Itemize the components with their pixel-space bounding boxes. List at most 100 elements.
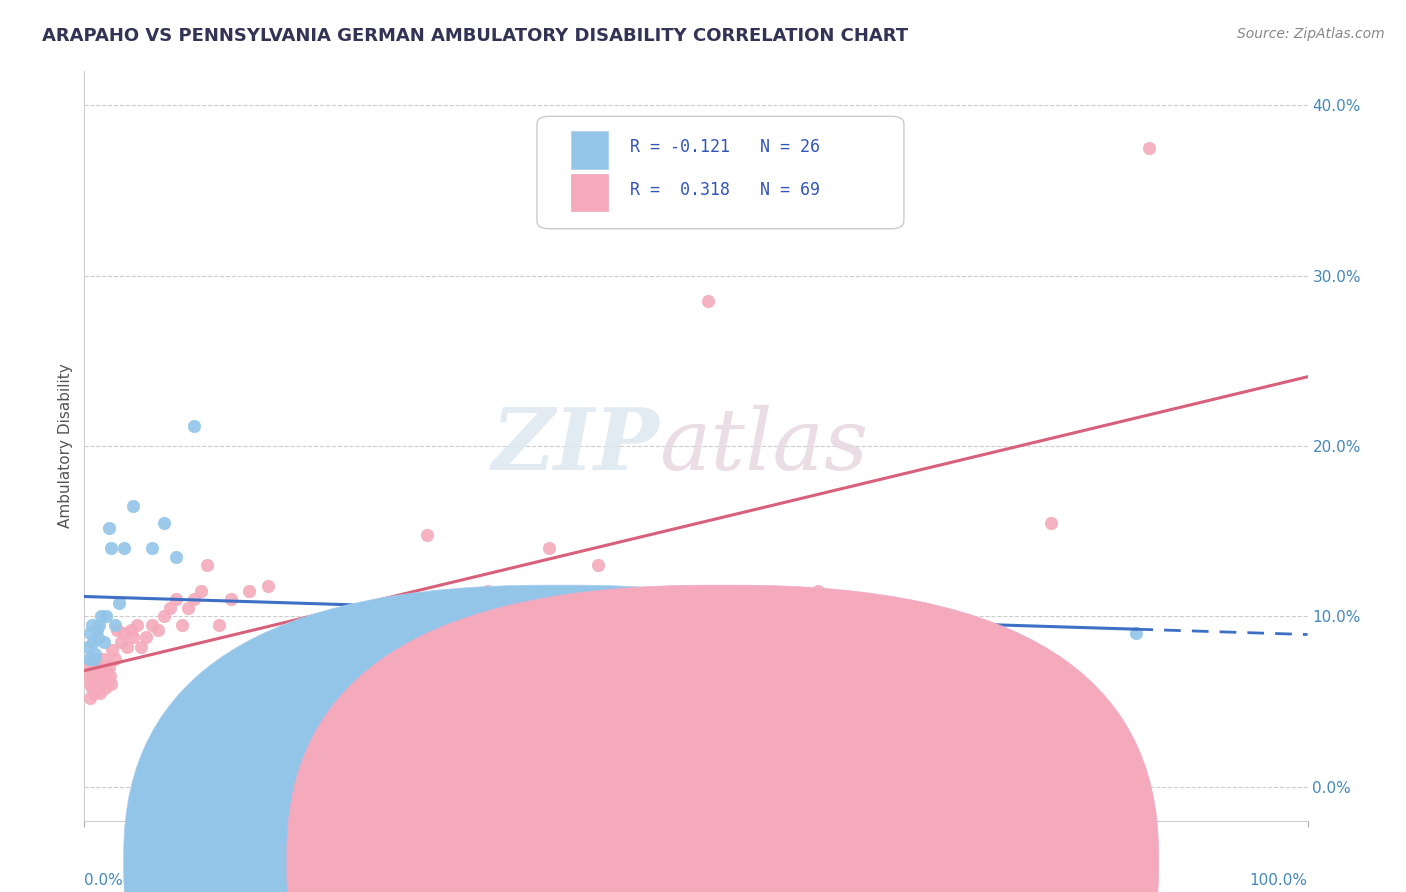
Text: Arapaho: Arapaho: [591, 852, 661, 870]
Point: [79, 626, 101, 640]
Point: [153, 516, 176, 530]
Point: [1039, 516, 1062, 530]
Point: [97, 673, 120, 688]
Point: [79, 691, 101, 706]
Point: [100, 541, 122, 556]
Point: [98, 669, 121, 683]
Point: [122, 630, 145, 644]
Point: [87, 681, 110, 695]
Point: [97, 521, 120, 535]
Point: [538, 541, 561, 556]
Point: [90, 664, 112, 678]
Point: [129, 640, 152, 654]
Text: atlas: atlas: [659, 405, 869, 487]
Point: [83, 652, 105, 666]
Point: [104, 652, 127, 666]
Point: [82, 652, 104, 666]
Point: [183, 418, 205, 433]
Point: [93, 635, 115, 649]
Point: [80, 664, 103, 678]
Point: [146, 623, 169, 637]
Point: [1137, 141, 1160, 155]
Point: [84, 673, 107, 688]
Point: [93, 669, 115, 683]
Point: [219, 592, 242, 607]
Point: [165, 592, 187, 607]
Text: Source: ZipAtlas.com: Source: ZipAtlas.com: [1237, 27, 1385, 41]
Point: [586, 558, 609, 573]
Point: [135, 630, 157, 644]
Point: [966, 630, 988, 644]
FancyBboxPatch shape: [571, 131, 607, 169]
Point: [195, 558, 218, 573]
Point: [120, 623, 142, 637]
Point: [87, 617, 110, 632]
Point: [83, 686, 105, 700]
Point: [107, 596, 129, 610]
Point: [89, 673, 111, 688]
Point: [86, 677, 108, 691]
Point: [96, 664, 118, 678]
Point: [416, 527, 439, 541]
Text: R =  0.318   N = 69: R = 0.318 N = 69: [630, 181, 820, 199]
Point: [905, 677, 928, 691]
Text: ARAPAHO VS PENNSYLVANIA GERMAN AMBULATORY DISABILITY CORRELATION CHART: ARAPAHO VS PENNSYLVANIA GERMAN AMBULATOR…: [42, 27, 908, 45]
Text: Pennsylvania Germans: Pennsylvania Germans: [752, 852, 942, 870]
Point: [101, 643, 124, 657]
Point: [238, 583, 260, 598]
Point: [208, 617, 231, 632]
Point: [84, 647, 107, 661]
Point: [82, 677, 104, 691]
Point: [122, 499, 145, 513]
Point: [77, 640, 100, 654]
Point: [87, 669, 110, 683]
Point: [342, 725, 364, 739]
Point: [276, 703, 298, 717]
Point: [94, 681, 117, 695]
Point: [159, 600, 181, 615]
Point: [77, 657, 100, 671]
Point: [141, 617, 163, 632]
Point: [183, 592, 205, 607]
Point: [79, 677, 101, 691]
Point: [87, 664, 110, 678]
Point: [104, 617, 127, 632]
Point: [105, 623, 128, 637]
Point: [89, 686, 111, 700]
Point: [165, 549, 187, 564]
Point: [190, 583, 212, 598]
Point: [97, 660, 120, 674]
Point: [141, 541, 163, 556]
Point: [87, 632, 110, 646]
Point: [1125, 626, 1147, 640]
Point: [84, 660, 107, 674]
Point: [294, 664, 316, 678]
Point: [90, 609, 112, 624]
Point: [86, 657, 108, 671]
Point: [257, 579, 280, 593]
Point: [96, 609, 118, 624]
Y-axis label: Ambulatory Disability: Ambulatory Disability: [58, 364, 73, 528]
Point: [427, 711, 450, 725]
Point: [177, 600, 200, 615]
Text: 0.0%: 0.0%: [84, 873, 124, 888]
Point: [100, 677, 122, 691]
Point: [112, 626, 135, 640]
Point: [380, 686, 402, 700]
Point: [77, 669, 100, 683]
FancyBboxPatch shape: [571, 174, 607, 211]
Point: [112, 541, 135, 556]
Point: [172, 617, 194, 632]
Text: ZIP: ZIP: [492, 404, 659, 488]
Point: [153, 609, 176, 624]
Text: 100.0%: 100.0%: [1250, 873, 1308, 888]
Text: R = -0.121   N = 26: R = -0.121 N = 26: [630, 138, 820, 156]
Point: [807, 583, 830, 598]
FancyBboxPatch shape: [537, 116, 904, 228]
Point: [115, 640, 138, 654]
Point: [477, 583, 499, 598]
Point: [80, 617, 103, 632]
Point: [86, 623, 108, 637]
Point: [770, 640, 793, 654]
Point: [87, 660, 110, 674]
